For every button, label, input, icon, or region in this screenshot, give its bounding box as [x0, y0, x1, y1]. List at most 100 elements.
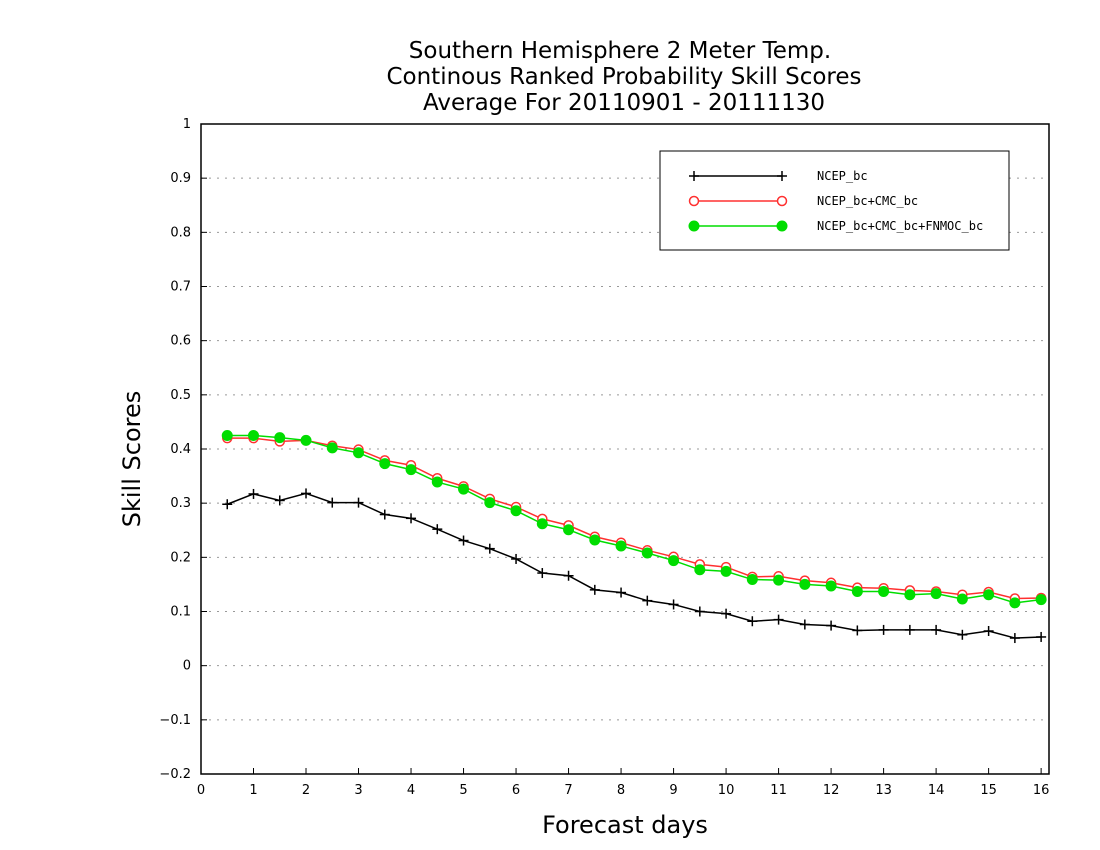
data-point — [1009, 597, 1021, 609]
data-point — [1009, 633, 1020, 644]
x-tick-label: 9 — [669, 783, 677, 798]
data-point — [536, 518, 548, 530]
data-point — [799, 578, 811, 590]
data-point — [248, 488, 259, 499]
data-point — [694, 564, 706, 576]
legend-marker — [689, 171, 699, 181]
legend-label: NCEP_bc+CMC_bc — [817, 194, 918, 208]
data-point — [825, 580, 837, 592]
y-tick-label: −0.2 — [159, 767, 191, 782]
x-tick-label: 16 — [1033, 783, 1050, 798]
data-point — [484, 543, 495, 554]
data-point — [721, 608, 732, 619]
data-point — [563, 524, 575, 536]
data-point — [773, 574, 785, 586]
data-point — [878, 624, 889, 635]
series-3 — [221, 429, 1047, 609]
x-tick-label: 13 — [875, 783, 892, 798]
y-tick-label: 1 — [183, 117, 191, 132]
x-tick-label: 4 — [407, 783, 415, 798]
data-point — [248, 429, 260, 441]
legend-marker — [776, 195, 788, 207]
legend-marker — [688, 220, 700, 232]
data-point — [668, 599, 679, 610]
data-point — [379, 509, 390, 520]
data-point — [957, 629, 968, 640]
data-point — [484, 497, 496, 509]
x-tick-label: 7 — [564, 783, 572, 798]
data-point — [300, 434, 312, 446]
y-tick-label: 0.9 — [170, 171, 191, 186]
data-point — [301, 488, 312, 499]
x-tick-label: 8 — [617, 783, 625, 798]
data-point — [326, 442, 338, 454]
data-point — [458, 483, 470, 495]
series-line — [227, 434, 1042, 604]
x-axis-label: Forecast days — [542, 811, 708, 839]
legend-marker — [776, 220, 788, 232]
data-point — [1036, 631, 1047, 642]
data-point — [274, 432, 286, 444]
x-tick-label: 1 — [249, 783, 257, 798]
y-tick-label: 0.7 — [170, 280, 191, 295]
legend-label: NCEP_bc+CMC_bc+FNMOC_bc — [817, 219, 983, 233]
data-point — [616, 587, 627, 598]
x-tick-label: 3 — [354, 783, 362, 798]
data-point — [746, 574, 758, 586]
data-point — [1035, 594, 1047, 606]
y-tick-label: 0.6 — [170, 334, 191, 349]
data-point — [668, 555, 680, 567]
x-tick-label: 5 — [459, 783, 467, 798]
data-point — [720, 565, 732, 577]
data-point — [405, 464, 417, 476]
legend-item: NCEP_bc+CMC_bc — [688, 194, 918, 208]
data-point — [956, 593, 968, 605]
data-point — [904, 624, 915, 635]
data-point — [458, 535, 469, 546]
chart-title-line-1: Southern Hemisphere 2 Meter Temp. — [409, 38, 831, 64]
data-point — [931, 624, 942, 635]
y-axis-label: Skill Scores — [118, 391, 146, 528]
grid-lines — [201, 177, 1049, 721]
chart-title-line-2: Continous Ranked Probability Skill Score… — [386, 64, 861, 90]
data-point — [642, 595, 653, 606]
x-tick-label: 10 — [718, 783, 735, 798]
series-2 — [222, 432, 1047, 604]
data-point — [904, 589, 916, 601]
data-point — [510, 505, 522, 517]
data-point — [222, 499, 233, 510]
data-point — [353, 497, 364, 508]
legend-label: NCEP_bc — [817, 169, 868, 183]
data-point — [511, 553, 522, 564]
series-line — [227, 437, 1042, 600]
data-point — [432, 524, 443, 535]
y-tick-label: 0.3 — [170, 496, 191, 511]
data-point — [221, 429, 233, 441]
x-tick-label: 6 — [512, 783, 520, 798]
data-point — [563, 570, 574, 581]
data-point — [983, 589, 995, 601]
data-point — [353, 447, 365, 459]
y-tick-label: 0 — [183, 659, 191, 674]
data-point — [878, 585, 890, 597]
data-point — [852, 625, 863, 636]
data-point — [826, 620, 837, 631]
x-tick-label: 12 — [823, 783, 840, 798]
series-1 — [222, 488, 1047, 644]
data-point — [930, 588, 942, 600]
y-tick-label: 0.8 — [170, 225, 191, 240]
y-tick-label: 0.4 — [170, 442, 191, 457]
data-point — [694, 606, 705, 617]
legend-item: NCEP_bc — [689, 169, 868, 183]
legend-marker — [688, 195, 700, 207]
series-layer — [221, 429, 1047, 644]
legend-item: NCEP_bc+CMC_bc+FNMOC_bc — [688, 219, 983, 233]
chart-title-line-3: Average For 20110901 - 20111130 — [423, 90, 825, 116]
data-point — [851, 585, 863, 597]
data-point — [983, 626, 994, 636]
legend-marker — [777, 171, 787, 181]
y-tick-label: 0.2 — [170, 550, 191, 565]
x-tick-label: 15 — [980, 783, 997, 798]
x-tick-label: 14 — [928, 783, 945, 798]
